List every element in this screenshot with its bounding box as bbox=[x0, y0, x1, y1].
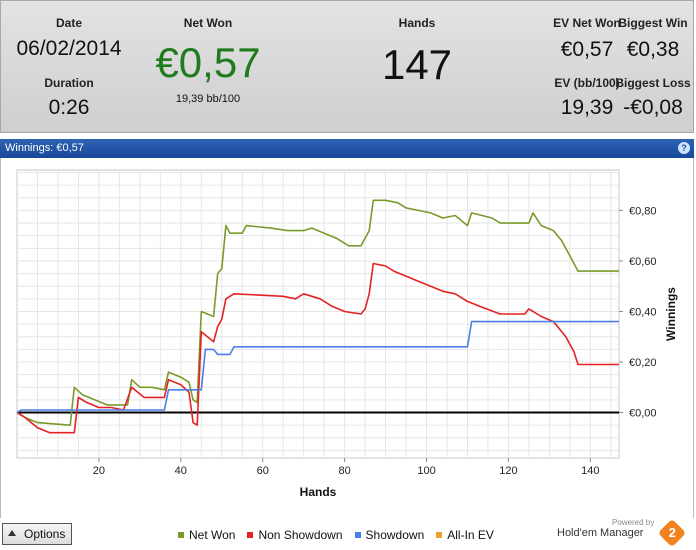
y-tick-label: €0,80 bbox=[629, 205, 657, 217]
legend-label: Net Won bbox=[189, 528, 236, 542]
legend-swatch bbox=[436, 532, 443, 538]
winnings-title: Winnings: €0,57 bbox=[5, 142, 84, 154]
biggest-loss-label: Biggest Loss bbox=[615, 76, 691, 90]
legend-label: Showdown bbox=[365, 528, 425, 542]
legend-item-non-showdown[interactable]: Non Showdown bbox=[247, 528, 343, 542]
x-tick-label: 60 bbox=[257, 465, 269, 477]
net-won-value: €0,57 bbox=[155, 39, 261, 86]
biggest-win-value: €0,38 bbox=[626, 38, 680, 61]
legend-item-net-won[interactable]: Net Won bbox=[178, 528, 235, 542]
hands-value: 147 bbox=[381, 41, 453, 88]
ev-bb100-label: EV (bb/100) bbox=[554, 76, 620, 90]
date-value: 06/02/2014 bbox=[16, 37, 122, 60]
duration-label: Duration bbox=[44, 76, 94, 90]
legend-label: All-In EV bbox=[447, 528, 494, 542]
x-tick-label: 140 bbox=[581, 465, 599, 477]
ev-net-won-value: €0,57 bbox=[560, 38, 614, 61]
series-line-showdown bbox=[16, 320, 619, 414]
y-tick-label: €0,60 bbox=[629, 256, 657, 268]
y-axis-title: Winnings bbox=[664, 287, 678, 341]
net-won-label: Net Won bbox=[183, 16, 233, 30]
legend-swatch bbox=[354, 532, 361, 538]
y-tick-label: €0,00 bbox=[629, 408, 657, 420]
x-tick-label: 100 bbox=[417, 465, 435, 477]
hands-label: Hands bbox=[398, 16, 436, 30]
ev-net-won-label: EV Net Won bbox=[553, 16, 621, 30]
net-won-bb100: 19,39 bb/100 bbox=[175, 93, 241, 105]
legend-item-all-in-ev[interactable]: All-In EV bbox=[436, 528, 494, 542]
x-axis-title: Hands bbox=[300, 485, 337, 499]
x-tick-label: 20 bbox=[93, 465, 105, 477]
biggest-win-label: Biggest Win bbox=[618, 16, 688, 30]
chart-footer: Options Net Won Non Showdown Showdown All-I… bbox=[0, 518, 696, 550]
biggest-loss-value: -€0,08 bbox=[623, 96, 683, 119]
hem2-logo-icon: 2 bbox=[657, 518, 687, 548]
x-tick-label: 80 bbox=[338, 465, 350, 477]
date-label: Date bbox=[55, 16, 83, 30]
legend-swatch bbox=[247, 532, 254, 538]
y-tick-label: €0,40 bbox=[629, 306, 657, 318]
ev-bb100-value: 19,39 bbox=[560, 96, 614, 119]
session-stats-panel: Date 06/02/2014 Duration 0:26 Net Won €0… bbox=[0, 0, 694, 133]
options-button-label: Options bbox=[24, 527, 66, 541]
chevron-up-icon bbox=[8, 530, 16, 536]
help-icon[interactable]: ? bbox=[678, 142, 690, 154]
x-tick-label: 120 bbox=[499, 465, 517, 477]
y-tick-label: €0,20 bbox=[629, 357, 657, 369]
legend-item-showdown[interactable]: Showdown bbox=[354, 528, 425, 542]
winnings-title-bar: Winnings: €0,57 ? bbox=[0, 139, 694, 158]
powered-by-text: Powered by bbox=[612, 518, 655, 527]
options-button[interactable]: Options bbox=[2, 523, 72, 545]
chart-legend: Net Won Non Showdown Showdown All-In EV bbox=[178, 528, 506, 542]
winnings-chart: 20 40 60 80 100 120 140 €0,00 €0,20 €0,40 €0,60 €0,… bbox=[0, 158, 694, 518]
legend-label: Non Showdown bbox=[258, 528, 343, 542]
brand-name: Hold'em Manager bbox=[557, 527, 644, 539]
duration-value: 0:26 bbox=[48, 96, 90, 119]
winnings-chart-svg: 20 40 60 80 100 120 140 €0,00 €0,20 €0,40 €0,60 €0,… bbox=[16, 169, 678, 499]
legend-swatch bbox=[178, 532, 184, 538]
x-tick-label: 40 bbox=[175, 465, 187, 477]
series-line-non-showdown bbox=[16, 262, 619, 434]
